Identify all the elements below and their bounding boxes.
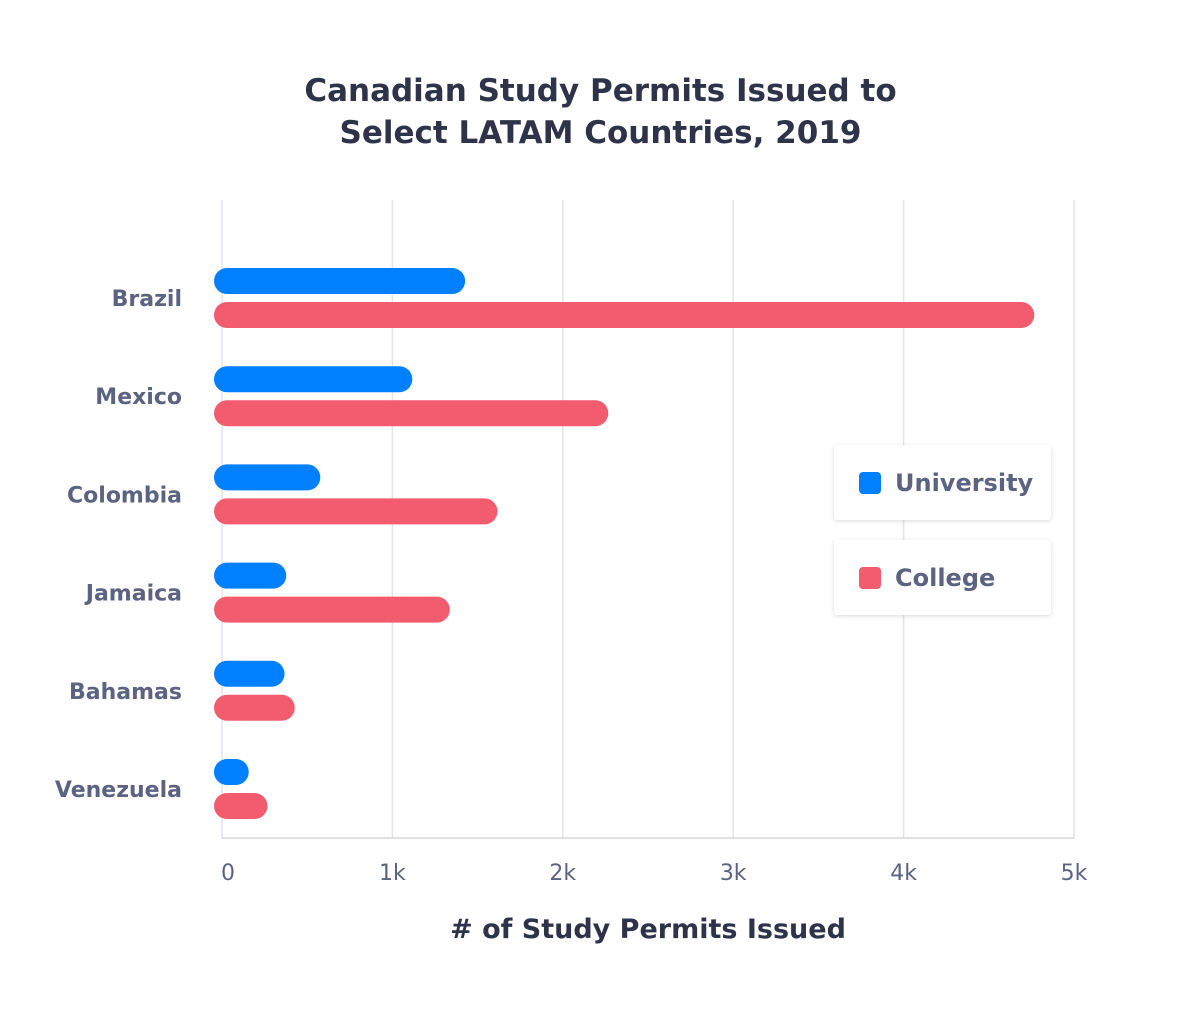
legend-swatch [859,566,881,589]
category-label: Mexico [95,385,182,410]
bar-university-bahamas [214,660,285,687]
bar-college-jamaica [214,596,450,623]
bar-college-bahamas [214,694,295,721]
title-line-2: Select LATAM Countries, 2019 [339,115,862,151]
legend-item-college[interactable]: College [834,540,1051,615]
category-label: Brazil [112,287,182,312]
bar-university-venezuela [214,759,249,785]
legend-label: College [895,563,996,592]
x-tick-label: 4k [890,861,917,886]
legend-swatch [859,471,881,494]
x-tick-label: 2k [549,861,576,886]
bar-university-brazil [214,268,466,294]
bar-college-mexico [214,400,609,427]
category-label: Bahamas [69,680,182,705]
category-label: Jamaica [84,582,182,607]
legend-label: University [895,468,1034,497]
x-axis-label: # of Study Permits Issued [450,914,846,945]
bar-university-colombia [214,464,321,491]
x-tick-label: 5k [1061,861,1088,886]
bar-college-brazil [214,302,1035,328]
bar-university-mexico [214,366,413,393]
title-line-1: Canadian Study Permits Issued to [304,73,897,109]
bar-college-venezuela [214,793,268,819]
legend-item-university[interactable]: University [834,445,1051,520]
x-tick-label: 0 [221,861,235,886]
category-label: Colombia [67,483,182,508]
bar-university-jamaica [214,562,287,589]
bar-college-colombia [214,498,498,525]
chart-title: Canadian Study Permits Issued to Select … [0,70,1201,154]
category-label: Venezuela [55,778,182,803]
x-tick-label: 3k [720,861,747,886]
x-tick-label: 1k [379,861,406,886]
